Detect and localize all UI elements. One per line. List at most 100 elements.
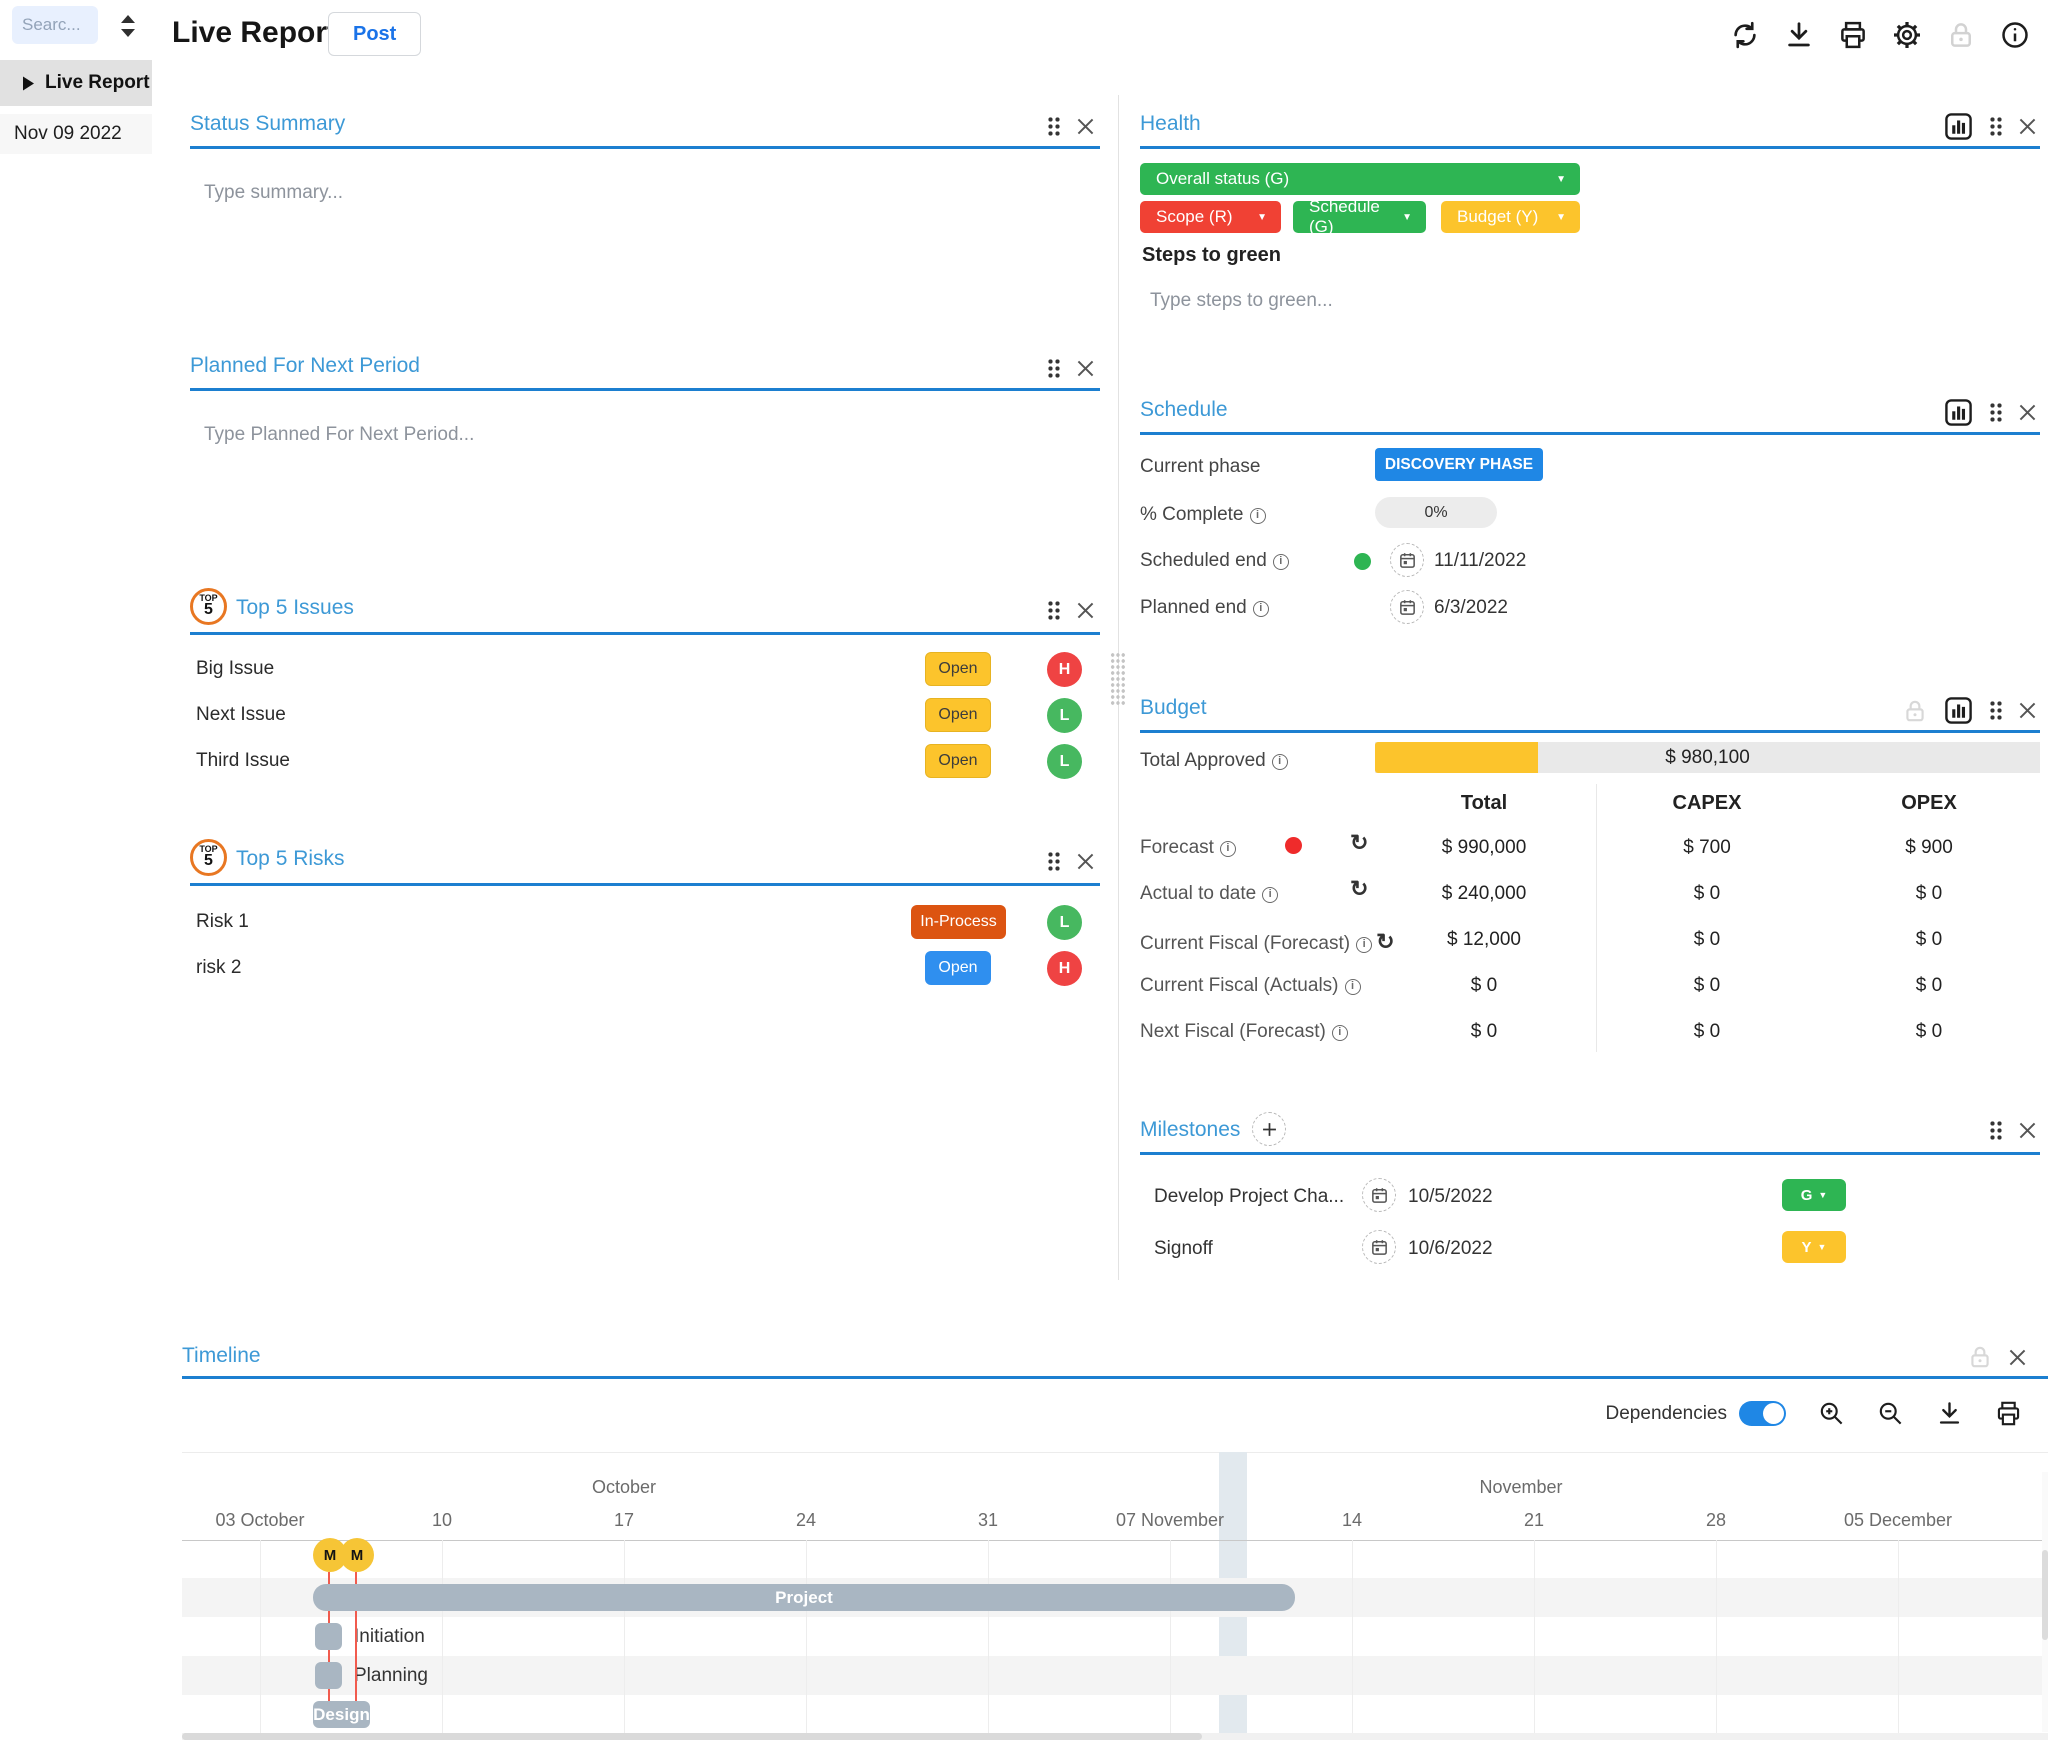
close-icon[interactable]: [1077, 853, 1094, 870]
calendar-icon[interactable]: [1362, 1178, 1396, 1212]
overall-status-dropdown[interactable]: Overall status (G) ▼: [1140, 163, 1580, 195]
issue-row[interactable]: Next Issue Open L: [190, 694, 1100, 740]
budget-row: Forecast i ↻ $ 990,000 $ 700 $ 900: [1140, 830, 2040, 874]
risk-row[interactable]: Risk 1 In-Process L: [190, 901, 1100, 947]
issue-status-badge[interactable]: Open: [925, 698, 991, 732]
milestone-date[interactable]: 10/6/2022: [1408, 1238, 1493, 1259]
current-phase-pill[interactable]: DISCOVERY PHASE: [1375, 448, 1543, 481]
budget-cell-total: $ 0: [1470, 1021, 1498, 1042]
risk-row[interactable]: risk 2 Open H: [190, 947, 1100, 993]
info-icon[interactable]: i: [1356, 937, 1373, 953]
dependencies-toggle[interactable]: [1739, 1401, 1786, 1426]
close-icon[interactable]: [2019, 1122, 2036, 1139]
info-icon[interactable]: i: [1262, 887, 1279, 903]
drag-handle-icon[interactable]: [1989, 700, 2003, 721]
info-icon[interactable]: [2000, 20, 2030, 50]
close-icon[interactable]: [2019, 702, 2036, 719]
sidebar-item-live-report[interactable]: Live Report: [0, 60, 152, 106]
info-icon[interactable]: i: [1271, 754, 1288, 770]
milestone-label[interactable]: Signoff: [1154, 1238, 1213, 1259]
post-button[interactable]: Post: [328, 12, 422, 56]
budget-cell-opex: $ 0: [1915, 1021, 1943, 1042]
calendar-icon[interactable]: [1362, 1230, 1396, 1264]
issue-status-badge[interactable]: Open: [925, 652, 991, 686]
info-icon[interactable]: i: [1272, 554, 1289, 570]
drag-handle-icon[interactable]: [1047, 116, 1061, 137]
milestone-label[interactable]: Develop Project Cha...: [1154, 1186, 1345, 1207]
chart-view-icon[interactable]: [1944, 398, 1973, 427]
drag-handle-icon[interactable]: [1047, 851, 1061, 872]
drag-handle-icon[interactable]: [1989, 402, 2003, 423]
download-icon[interactable]: [1936, 1400, 1963, 1427]
issue-row[interactable]: Big Issue Open H: [190, 648, 1100, 694]
issue-severity-avatar[interactable]: H: [1047, 652, 1082, 687]
budget-status-label: Budget (Y): [1457, 207, 1539, 226]
budget-cell-total: $ 0: [1470, 975, 1498, 996]
steps-to-green-input[interactable]: Type steps to green...: [1150, 290, 1333, 311]
sync-icon[interactable]: ↻: [1376, 929, 1395, 954]
pct-complete-pill[interactable]: 0%: [1375, 497, 1497, 528]
close-icon[interactable]: [1077, 360, 1094, 377]
chevron-down-icon: ▼: [1556, 211, 1566, 223]
gantt-bar-design[interactable]: Design: [313, 1701, 370, 1728]
gantt-bar-planning[interactable]: [315, 1662, 342, 1689]
download-icon[interactable]: [1784, 20, 1814, 50]
milestone-status-dropdown[interactable]: Y ▼: [1782, 1231, 1846, 1263]
chart-view-icon[interactable]: [1944, 112, 1973, 141]
sort-toggle-icon[interactable]: [117, 13, 139, 39]
horizontal-scrollbar[interactable]: [182, 1733, 2048, 1740]
info-icon[interactable]: i: [1219, 841, 1236, 857]
scheduled-end-date[interactable]: 11/11/2022: [1434, 550, 1527, 571]
info-icon[interactable]: i: [1331, 1025, 1348, 1041]
drag-handle-icon[interactable]: [1047, 358, 1061, 379]
budget-status-dropdown[interactable]: Budget (Y) ▼: [1441, 201, 1580, 233]
close-icon[interactable]: [2019, 118, 2036, 135]
status-summary-input[interactable]: Type summary...: [204, 182, 344, 203]
calendar-icon[interactable]: [1390, 543, 1424, 577]
drag-handle-icon[interactable]: [1047, 600, 1061, 621]
sync-icon[interactable]: ↻: [1350, 876, 1369, 901]
risk-status-badge[interactable]: Open: [925, 951, 991, 985]
drag-handle-icon[interactable]: [1989, 1120, 2003, 1141]
close-icon[interactable]: [2009, 1349, 2026, 1366]
close-icon[interactable]: [1077, 602, 1094, 619]
planned-next-input[interactable]: Type Planned For Next Period...: [204, 424, 475, 445]
info-icon[interactable]: i: [1249, 508, 1266, 524]
zoom-out-icon[interactable]: [1877, 1400, 1904, 1427]
zoom-in-icon[interactable]: [1818, 1400, 1845, 1427]
column-resize-handle[interactable]: [1110, 652, 1126, 706]
gantt-bar-initiation[interactable]: [315, 1623, 342, 1650]
issue-severity-avatar[interactable]: L: [1047, 744, 1082, 779]
issue-row[interactable]: Third Issue Open L: [190, 740, 1100, 786]
risk-severity-avatar[interactable]: L: [1047, 905, 1082, 940]
schedule-status-dropdown[interactable]: Schedule (G) ▼: [1293, 197, 1426, 236]
settings-gear-icon[interactable]: [1892, 20, 1922, 50]
vertical-scrollbar[interactable]: [2042, 1472, 2048, 1732]
chart-view-icon[interactable]: [1944, 696, 1973, 725]
milestone-date[interactable]: 10/5/2022: [1408, 1186, 1493, 1207]
milestone-status-dropdown[interactable]: G ▼: [1782, 1179, 1846, 1211]
gantt-milestone-marker[interactable]: M: [340, 1538, 374, 1572]
search-input[interactable]: [12, 6, 98, 44]
sidebar-report-date[interactable]: Nov 09 2022: [0, 114, 152, 154]
budget-row-label: Forecast i: [1140, 837, 1236, 859]
close-icon[interactable]: [2019, 404, 2036, 421]
risk-status-badge[interactable]: In-Process: [911, 905, 1006, 939]
issue-severity-avatar[interactable]: L: [1047, 698, 1082, 733]
info-icon[interactable]: i: [1252, 601, 1269, 617]
gantt-bar-project[interactable]: Project: [313, 1584, 1295, 1611]
refresh-icon[interactable]: [1730, 20, 1760, 50]
sync-icon[interactable]: ↻: [1350, 830, 1369, 855]
planned-end-date[interactable]: 6/3/2022: [1434, 597, 1508, 618]
drag-handle-icon[interactable]: [1989, 116, 2003, 137]
add-milestone-button[interactable]: [1252, 1112, 1286, 1146]
print-icon[interactable]: [1995, 1400, 2022, 1427]
info-icon[interactable]: i: [1344, 979, 1361, 995]
risk-severity-avatar[interactable]: H: [1047, 951, 1082, 986]
scope-status-dropdown[interactable]: Scope (R) ▼: [1140, 201, 1281, 233]
calendar-icon[interactable]: [1390, 590, 1424, 624]
print-icon[interactable]: [1838, 20, 1868, 50]
close-icon[interactable]: [1077, 118, 1094, 135]
issue-status-badge[interactable]: Open: [925, 744, 991, 778]
total-approved-bar: $ 980,100: [1375, 742, 2040, 773]
